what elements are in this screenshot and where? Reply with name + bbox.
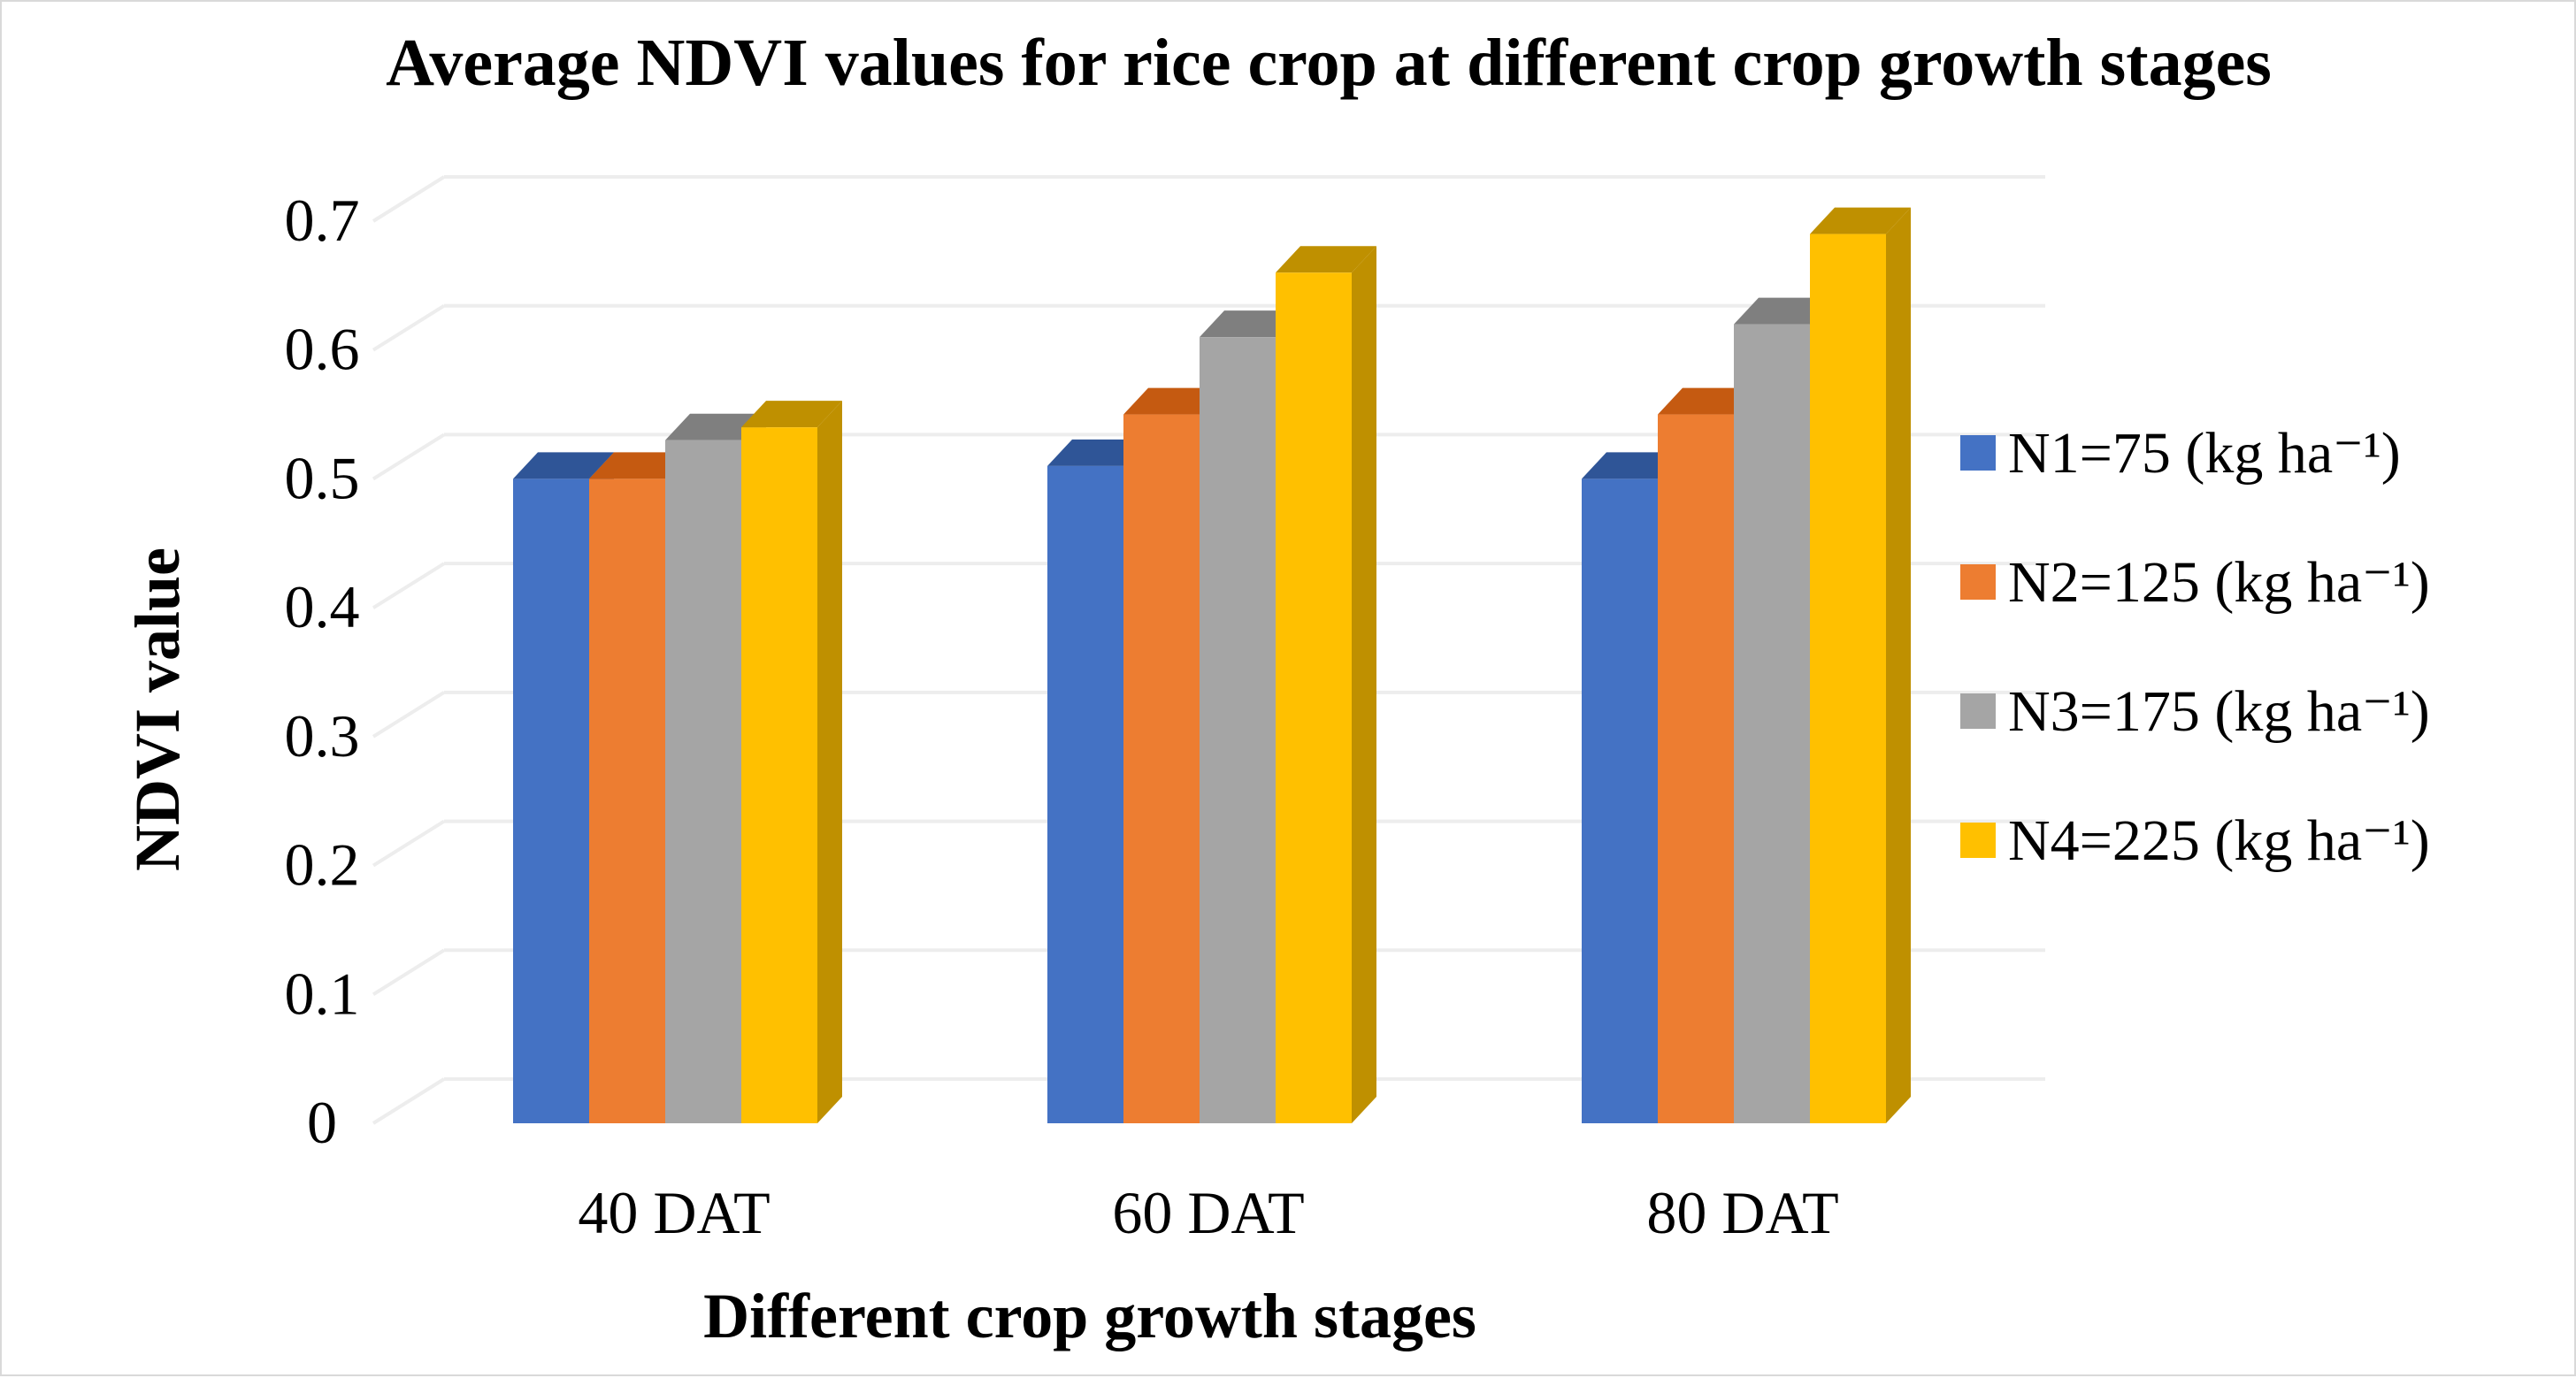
bars [513,207,1911,1124]
bar [1582,478,1658,1123]
bar [1276,272,1352,1123]
bar-top [1582,452,1683,479]
bar-top [1200,310,1300,338]
bar [741,427,817,1124]
y-tick-label: 0.2 [285,831,360,899]
gridline-side [372,819,446,868]
legend-swatch [1960,435,1996,471]
bar-side [817,401,842,1124]
bar [1734,324,1810,1124]
bar-top [665,413,766,440]
gridline-side [372,562,446,609]
bar-top [1810,207,1911,234]
legend-label: N1=75 (kg ha⁻¹) [2008,421,2401,486]
bar-side [1886,207,1911,1124]
y-tick-label: 0.3 [285,702,360,769]
category-labels: 40 DAT 60 DAT 80 DAT [578,1179,1838,1246]
bar [513,478,589,1123]
category-label: 80 DAT [1646,1179,1838,1246]
bar [589,478,665,1123]
bar-top [513,452,614,479]
bar [1810,233,1886,1124]
y-tick-label: 0.6 [285,316,360,383]
y-tick-label: 0.1 [285,960,360,1027]
y-tick-labels: 0 0.1 0.2 0.3 0.4 0.5 0.6 0.7 [285,187,360,1156]
gridline-side [372,175,446,223]
bar-top [1123,387,1224,415]
y-tick-label: 0 [307,1089,337,1156]
bar [1658,414,1734,1124]
gridline-side [372,948,446,996]
y-axis-title: NDVI value [122,547,193,871]
bar-top [589,452,690,479]
bar [1200,337,1276,1124]
bar [1047,465,1123,1123]
y-tick-label: 0.5 [285,444,360,511]
category-label: 60 DAT [1112,1179,1304,1246]
bar-top [1658,387,1759,415]
gridline-side [372,691,446,739]
gridline-side [372,433,446,481]
legend-label: N2=125 (kg ha⁻¹) [2008,550,2430,615]
bar-top [741,401,842,428]
bar-top [1276,246,1376,273]
bar-top [1047,439,1148,466]
bar [1123,414,1200,1124]
x-axis-title: Different crop growth stages [703,1281,1476,1351]
legend-swatch [1960,564,1996,600]
y-tick-label: 0.4 [285,573,360,640]
legend-swatch [1960,693,1996,729]
legend-label: N3=175 (kg ha⁻¹) [2008,679,2430,744]
chart-title: Average NDVI values for rice crop at dif… [386,26,2272,100]
category-label: 40 DAT [578,1179,770,1246]
bar [665,440,741,1123]
legend-label: N4=225 (kg ha⁻¹) [2008,808,2430,873]
legend: N1=75 (kg ha⁻¹) N2=125 (kg ha⁻¹) N3=175 (k… [1960,421,2430,873]
legend-swatch [1960,823,1996,858]
y-tick-label: 0.7 [285,187,360,254]
gridline-side [372,1077,446,1125]
bar-top [1734,297,1835,325]
gridline-side [372,304,446,352]
bar-side [1352,246,1376,1123]
